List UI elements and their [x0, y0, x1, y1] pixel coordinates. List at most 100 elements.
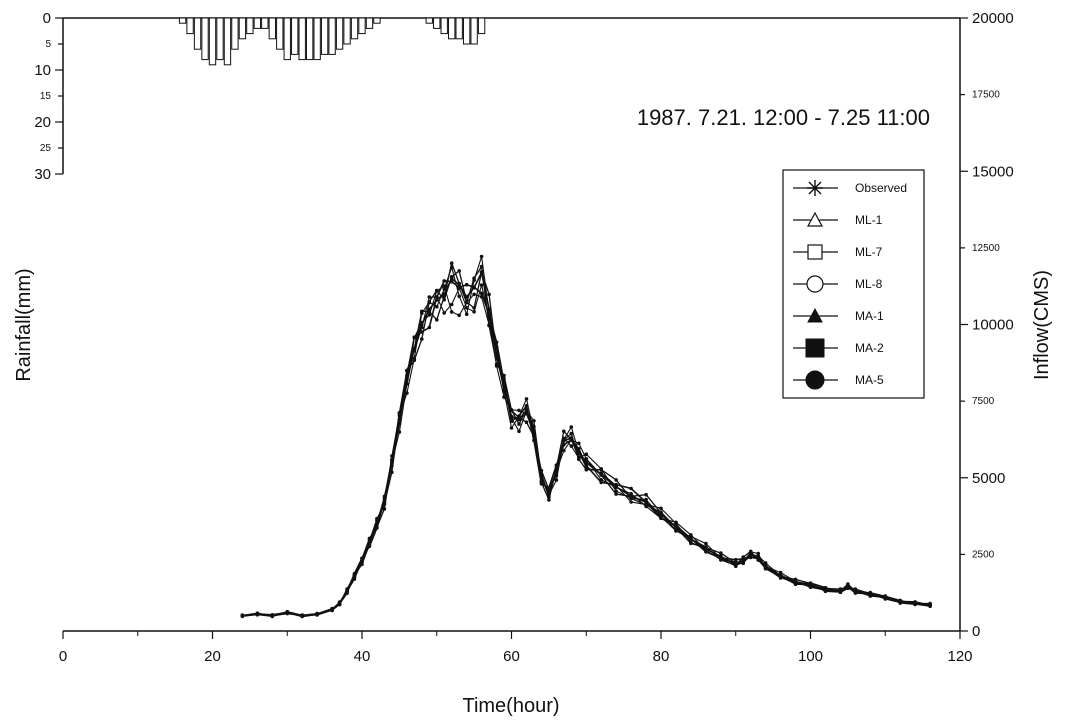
series-point — [382, 500, 387, 504]
series-point — [532, 419, 536, 423]
series-point — [704, 550, 708, 554]
series-point — [554, 463, 559, 468]
left-y-tick-label: 5 — [45, 39, 51, 50]
series-point — [487, 323, 491, 328]
series-point — [382, 507, 387, 511]
series-point — [644, 503, 648, 507]
series-point — [547, 498, 551, 502]
series-point — [427, 325, 432, 330]
series-point — [539, 468, 544, 473]
series-point — [517, 429, 521, 434]
series-point — [464, 282, 469, 287]
series-point — [898, 598, 902, 603]
series-point — [719, 551, 723, 555]
series-point — [584, 457, 589, 461]
rainfall-bar — [298, 17, 306, 61]
series-point — [487, 312, 491, 317]
series-point — [674, 528, 678, 533]
rainfall-bar — [373, 17, 381, 24]
rainfall-bar — [223, 17, 232, 66]
series-point — [502, 395, 506, 399]
rainfall-bar — [216, 17, 224, 61]
rainfall-bar — [253, 17, 262, 29]
left-y-tick-label: 10 — [34, 62, 51, 79]
series-point — [457, 285, 462, 290]
rainfall-bar — [328, 17, 336, 55]
series-point — [569, 438, 574, 442]
series-point — [375, 526, 379, 530]
series-point — [517, 415, 521, 420]
series-point — [352, 573, 357, 577]
series-point — [509, 419, 514, 424]
series-point — [420, 325, 424, 330]
series-point — [838, 590, 843, 594]
legend-label: MA-5 — [855, 373, 884, 387]
series-point — [464, 312, 469, 317]
series-point — [427, 309, 432, 314]
series-point — [315, 612, 319, 616]
series-point — [517, 422, 521, 426]
series-point — [435, 295, 439, 299]
rainfall-bar — [231, 17, 239, 50]
rainfall-bar — [238, 17, 247, 40]
x-axis-title: Time(hour) — [462, 695, 559, 717]
series-point — [748, 555, 753, 560]
x-tick-label: 120 — [947, 648, 972, 665]
rainfall-bar — [470, 17, 478, 45]
series-point — [360, 556, 364, 561]
series-point — [577, 441, 581, 446]
legend: Observed ML-1 ML-7 ML-8 MA-1 MA-2 MA-5 — [782, 169, 925, 399]
series-point — [524, 420, 529, 425]
series-point — [494, 353, 499, 357]
rainfall-bar — [186, 17, 194, 35]
right-y-tick-label: 2500 — [972, 549, 995, 560]
series-point — [838, 587, 843, 591]
series-point — [435, 318, 439, 322]
series-point — [412, 358, 417, 363]
inflow-series — [240, 254, 932, 619]
series-point — [599, 473, 603, 477]
series-point — [472, 292, 476, 297]
series-point — [532, 424, 536, 429]
left-y-tick-label: 20 — [34, 114, 51, 131]
legend-marker-ma-1 — [807, 307, 823, 323]
left-y-tick-label: 30 — [34, 166, 51, 183]
series-point — [689, 541, 693, 546]
series-point — [435, 304, 439, 309]
series-point — [487, 292, 491, 297]
legend-marker-ml-7 — [807, 244, 823, 260]
x-tick-label: 40 — [354, 648, 371, 665]
rainfall-bars — [178, 17, 486, 66]
rainfall-bar — [246, 17, 254, 35]
series-point — [449, 302, 454, 307]
series-point — [345, 587, 349, 591]
series-point — [614, 492, 618, 496]
series-point — [375, 518, 379, 523]
series-point — [584, 463, 589, 468]
legend-label: ML-1 — [855, 213, 883, 227]
series-point — [337, 601, 342, 606]
series-point — [928, 604, 932, 608]
left-y-tick-label: 0 — [43, 10, 51, 27]
series-point — [547, 487, 551, 492]
rainfall-bar — [208, 17, 217, 66]
series-point — [659, 506, 663, 511]
series-point — [734, 561, 738, 565]
series-point — [599, 467, 603, 472]
legend-label: MA-1 — [855, 309, 884, 323]
series-point — [846, 583, 850, 588]
series-point — [913, 602, 917, 606]
series-point — [659, 516, 663, 520]
series-point — [614, 478, 618, 482]
series-point — [577, 447, 581, 451]
series-point — [420, 309, 424, 314]
series-point — [405, 369, 409, 373]
rainfall-bar — [455, 17, 463, 40]
series-point — [629, 500, 633, 504]
series-point — [457, 294, 462, 299]
right-y-tick-label: 7500 — [972, 396, 995, 407]
series-point — [689, 533, 693, 537]
x-tick-label: 100 — [798, 648, 823, 665]
series-point — [472, 285, 476, 290]
series-point — [255, 611, 260, 615]
